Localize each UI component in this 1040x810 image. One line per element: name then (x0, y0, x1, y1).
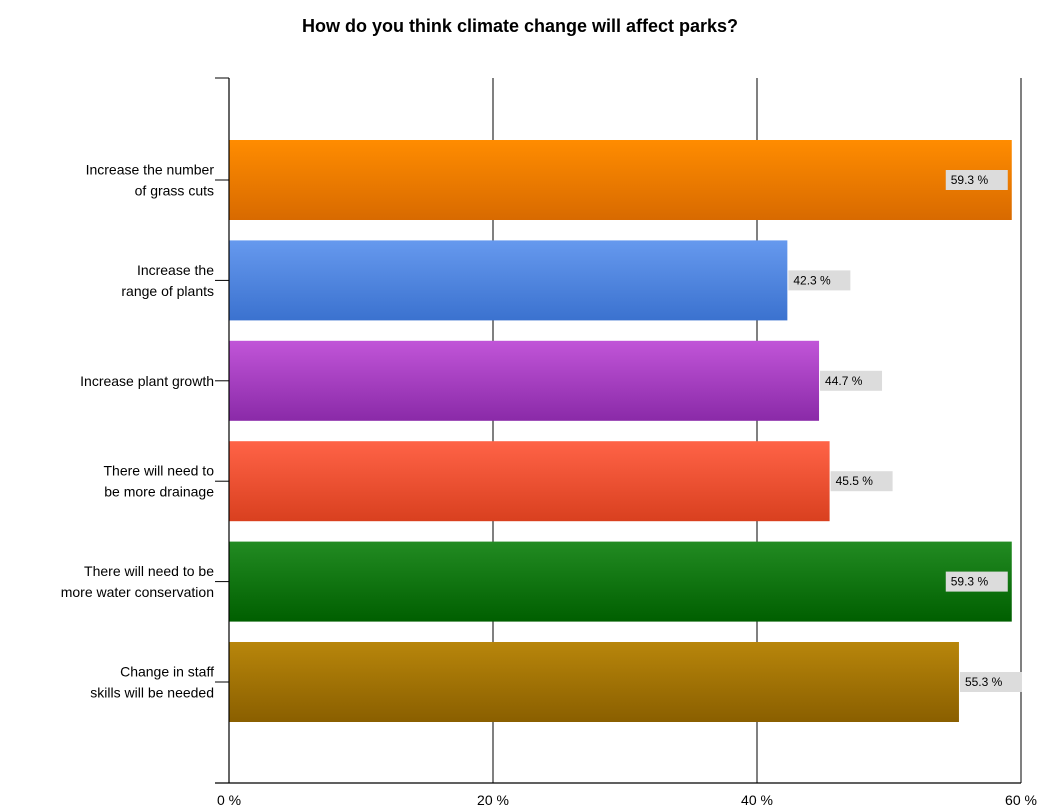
category-label: be more drainage (104, 484, 214, 500)
x-tick-label: 0 % (217, 792, 241, 808)
axes: Increase the number of grass cuts Increase… (61, 77, 1037, 808)
category-label: There will need to (103, 463, 214, 479)
category-label: of grass cuts (135, 183, 214, 199)
data-label-bg (945, 571, 1008, 592)
labels: 59.3 % 42.3 % 44.7 % 45.5 % 59.3 % 55.3 % (788, 170, 1022, 692)
bar (229, 541, 1012, 622)
bar (229, 140, 1012, 220)
x-tick-label: 60 % (1005, 792, 1037, 808)
data-label: 42.3 % (793, 273, 831, 287)
category-label: skills will be needed (90, 685, 214, 701)
category-label: more water conservation (61, 584, 214, 600)
x-tick-label: 20 % (477, 792, 509, 808)
data-label-bg (959, 672, 1022, 692)
category-label: Increase the number (86, 162, 215, 178)
bars (229, 140, 1012, 722)
chart-title: How do you think climate change will aff… (301, 16, 739, 36)
bar (229, 240, 788, 321)
data-label-bg (830, 471, 893, 492)
bar (229, 340, 820, 421)
data-label-bg (788, 270, 851, 291)
data-label: 59.3 % (951, 575, 989, 589)
bar (229, 642, 959, 722)
data-label: 55.3 % (965, 675, 1003, 689)
data-label-bg (820, 370, 883, 391)
x-tick-label: 40 % (741, 792, 773, 808)
category-label: range of plants (121, 283, 214, 299)
category-label: Change in staff (120, 664, 214, 680)
data-label-bg (945, 170, 1008, 190)
bar (229, 441, 830, 522)
category-label: There will need to be (84, 563, 214, 579)
category-label: Increase plant growth (80, 373, 214, 389)
category-label: Increase the (137, 262, 214, 278)
data-label: 59.3 % (951, 173, 989, 187)
data-label: 45.5 % (836, 474, 874, 488)
data-label: 44.7 % (825, 374, 863, 388)
